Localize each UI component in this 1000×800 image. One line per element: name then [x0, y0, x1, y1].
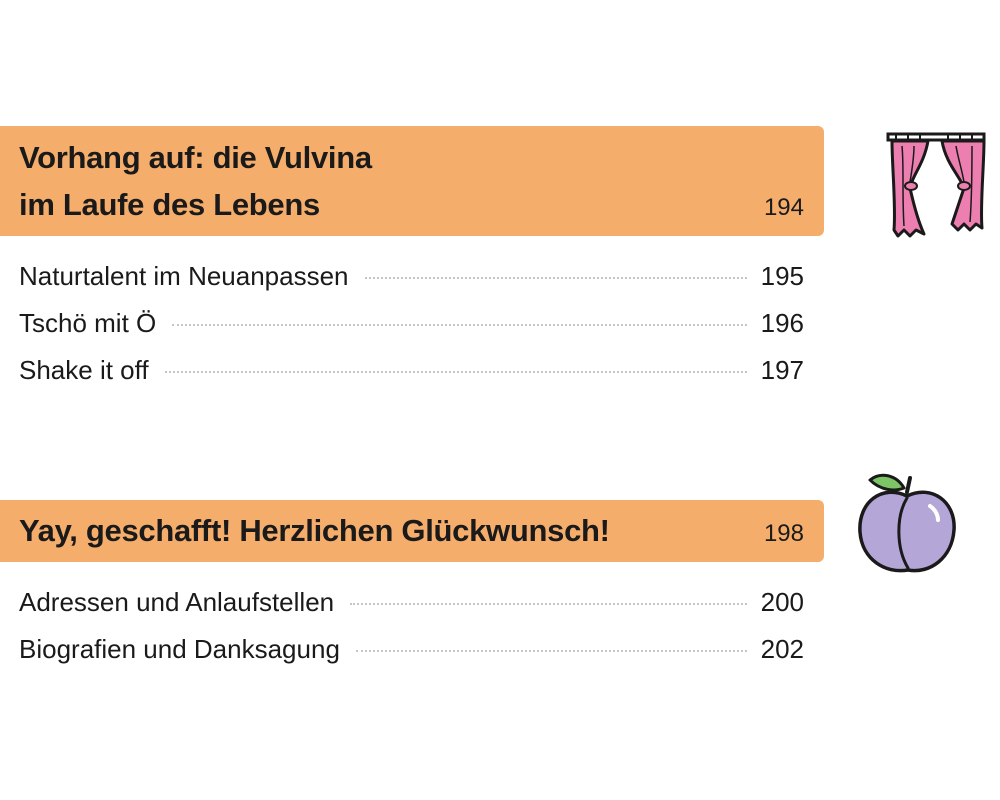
section-page-number: 198	[763, 520, 804, 547]
toc-entry[interactable]: Biografien und Danksagung 202	[0, 634, 824, 681]
leader-dots	[364, 277, 747, 279]
toc-entry[interactable]: Shake it off 197	[0, 355, 824, 402]
toc-section-geschafft: Yay, geschafft! Herzlichen Glückwunsch! …	[0, 500, 824, 681]
toc-entry-page: 202	[760, 634, 804, 664]
toc-entry-list: Naturtalent im Neuanpassen 195 Tschö mit…	[0, 261, 824, 402]
section-title: Yay, geschafft! Herzlichen Glückwunsch!	[19, 513, 610, 548]
leader-dots	[350, 603, 747, 605]
toc-entry[interactable]: Naturtalent im Neuanpassen 195	[0, 261, 824, 308]
toc-entry-label: Biografien und Danksagung	[19, 634, 340, 664]
section-title: Vorhang auf: die Vulvina im Laufe des Le…	[19, 140, 372, 222]
toc-entry[interactable]: Adressen und Anlaufstellen 200	[0, 587, 824, 634]
toc-entry[interactable]: Tschö mit Ö 196	[0, 308, 824, 355]
leader-dots	[164, 371, 747, 373]
section-page-number: 194	[763, 194, 804, 221]
toc-entry-page: 200	[760, 587, 804, 617]
toc-entry-page: 197	[760, 355, 804, 385]
curtain-icon	[884, 126, 1000, 246]
toc-entry-page: 196	[760, 308, 804, 338]
toc-entry-label: Shake it off	[19, 355, 149, 385]
toc-entry-label: Tschö mit Ö	[19, 308, 157, 338]
toc-entry-label: Adressen und Anlaufstellen	[19, 587, 335, 617]
toc-entry-list: Adressen und Anlaufstellen 200 Biografie…	[0, 587, 824, 681]
toc-section-vorhang: Vorhang auf: die Vulvina im Laufe des Le…	[0, 126, 824, 402]
plum-icon	[852, 466, 962, 578]
leader-dots	[172, 324, 747, 326]
toc-entry-label: Naturtalent im Neuanpassen	[19, 261, 349, 291]
leader-dots	[355, 650, 747, 652]
section-header: Vorhang auf: die Vulvina im Laufe des Le…	[0, 126, 824, 236]
section-header: Yay, geschafft! Herzlichen Glückwunsch! …	[0, 500, 824, 562]
toc-entry-page: 195	[760, 261, 804, 291]
